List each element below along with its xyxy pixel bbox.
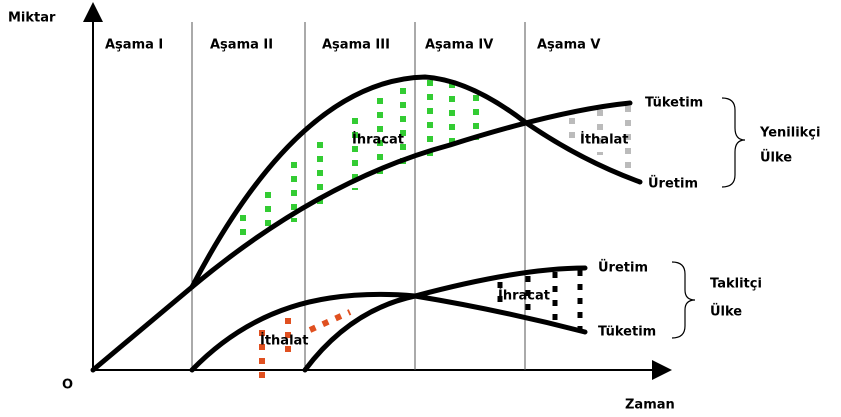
brace [721, 97, 746, 188]
brace [671, 261, 696, 339]
curve-label: Üretim [598, 260, 648, 276]
region-label: İthalat [580, 132, 629, 148]
stage-label: Aşama IV [425, 38, 493, 53]
imitator-consumption [189, 291, 588, 373]
x-axis-label: Zaman [625, 398, 675, 413]
country-label: Ülke [710, 304, 742, 320]
stage-label: Aşama V [537, 38, 600, 53]
dot-fills [240, 80, 631, 380]
country-label: Taklitçi [710, 277, 762, 292]
region-label: İthalat [260, 333, 309, 349]
curve-label: Üretim [648, 176, 698, 192]
innovator-production [189, 74, 643, 290]
region-label: İhracat [352, 132, 404, 148]
stage-label: Aşama I [105, 38, 163, 53]
stage-label: Aşama III [322, 38, 390, 53]
innovator-consumption [90, 100, 633, 373]
curve-label: Tüketim [645, 96, 703, 111]
imitator-production [302, 265, 588, 373]
stage-label: Aşama II [210, 38, 273, 53]
region-label: İhracat [498, 288, 550, 304]
country-label: Ülke [760, 150, 792, 166]
country-label: Yenilikçi [759, 126, 820, 141]
origin-label: O [62, 378, 73, 393]
y-axis-label: Miktar [8, 11, 56, 26]
curve-label: Tüketim [598, 325, 656, 340]
